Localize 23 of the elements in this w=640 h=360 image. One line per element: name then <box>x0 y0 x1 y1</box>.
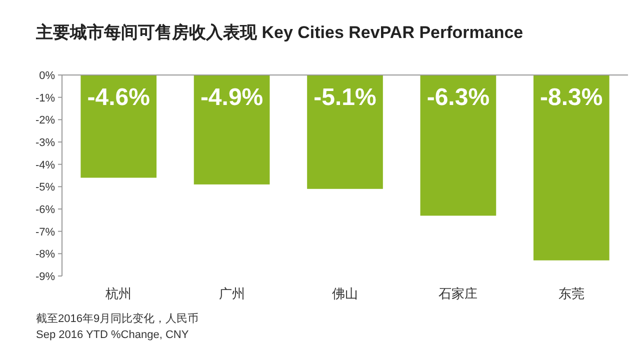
data-label: -4.6% <box>87 84 150 111</box>
x-tick-label: 东莞 <box>558 286 584 301</box>
y-tick-label: -4% <box>35 159 56 172</box>
y-tick-label: -7% <box>35 226 56 238</box>
data-label: -4.9% <box>200 84 264 111</box>
x-tick-label: 广州 <box>218 286 245 301</box>
y-tick-label: -1% <box>35 92 56 104</box>
y-tick-label: -3% <box>35 137 56 149</box>
data-label: -8.3% <box>540 84 603 111</box>
text: Sep 2016 YTD %Change, CNY <box>36 329 190 341</box>
y-tick-label: 0% <box>39 70 56 82</box>
x-tick-label: 佛山 <box>332 286 358 301</box>
chart-title: 主要城市每间可售房收入表现 Key Cities RevPAR Performance <box>35 23 524 42</box>
data-label: -6.3% <box>426 84 490 111</box>
y-tick-label: -9% <box>35 271 56 283</box>
x-tick-label: 杭州 <box>104 286 132 301</box>
y-tick-label: -8% <box>35 248 56 261</box>
y-tick-label: -5% <box>35 182 56 194</box>
y-tick-label: -2% <box>35 114 56 127</box>
data-label: -5.1% <box>314 84 376 111</box>
y-tick-label: -6% <box>35 204 56 216</box>
text: 截至2016年9月同比变化，人民币 <box>36 312 199 325</box>
x-tick-label: 石家庄 <box>438 286 478 301</box>
